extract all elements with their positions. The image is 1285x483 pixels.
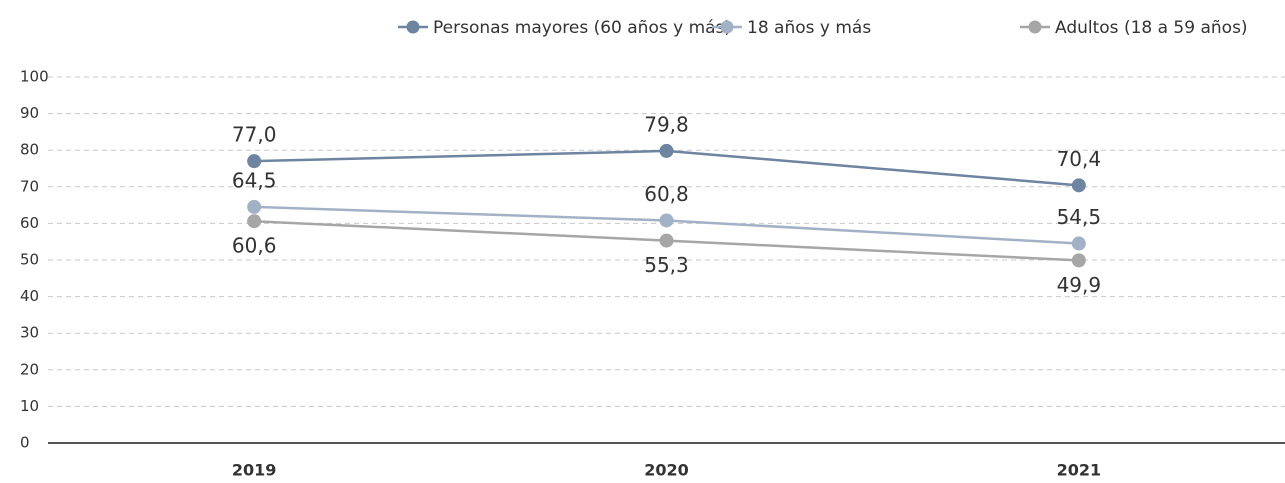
data-point [247, 154, 262, 169]
data-point [247, 214, 262, 229]
y-tick-label: 70 [20, 177, 39, 195]
data-label: 60,6 [232, 234, 277, 258]
data-label: 60,8 [644, 182, 689, 206]
y-tick-label: 30 [20, 324, 39, 342]
y-tick-label: 20 [20, 360, 39, 378]
legend-label: Personas mayores (60 años y más) [433, 18, 731, 38]
legend-label: 18 años y más [747, 18, 871, 38]
y-tick-label: 80 [20, 141, 39, 159]
y-tick-label: 10 [20, 397, 39, 415]
data-point [659, 233, 674, 248]
data-label: 79,8 [644, 112, 689, 136]
data-point [659, 143, 674, 158]
data-point [1071, 178, 1086, 193]
data-label: 64,5 [232, 168, 277, 192]
data-label: 77,0 [232, 123, 277, 147]
legend-marker [406, 20, 420, 34]
x-tick-label: 2021 [1057, 461, 1102, 480]
data-label: 49,9 [1057, 273, 1102, 297]
data-point [659, 213, 674, 228]
legend-marker [1028, 20, 1042, 34]
data-point [1071, 253, 1086, 268]
x-tick-label: 2020 [644, 461, 689, 480]
y-tick-label: 60 [20, 214, 39, 232]
data-label: 54,5 [1057, 205, 1102, 229]
data-point [1071, 236, 1086, 251]
y-tick-label: 40 [20, 287, 39, 305]
y-tick-label: 0 [20, 434, 30, 452]
legend-label: Adultos (18 a 59 años) [1055, 18, 1248, 38]
data-label: 70,4 [1057, 147, 1102, 171]
data-point [247, 199, 262, 214]
y-tick-label: 90 [20, 104, 39, 122]
y-tick-label: 100 [20, 68, 49, 86]
data-label: 55,3 [644, 253, 689, 277]
y-tick-label: 50 [20, 251, 39, 269]
x-tick-label: 2019 [232, 461, 277, 480]
legend-marker [720, 20, 734, 34]
